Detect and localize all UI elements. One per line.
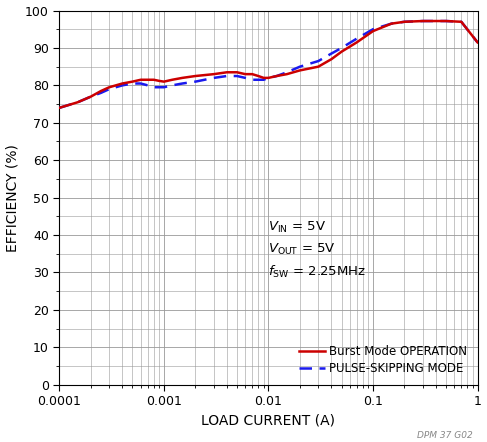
Text: $V_{\mathrm{IN}}$ = 5V
$V_{\mathrm{OUT}}$ = 5V
$f_{\mathrm{SW}}$ = 2.25MHz: $V_{\mathrm{IN}}$ = 5V $V_{\mathrm{OUT}}… [268,220,367,280]
Legend: Burst Mode OPERATION, PULSE-SKIPPING MODE: Burst Mode OPERATION, PULSE-SKIPPING MOD… [299,346,468,375]
Text: DPM 37 G02: DPM 37 G02 [417,431,472,440]
X-axis label: LOAD CURRENT (A): LOAD CURRENT (A) [202,414,336,427]
Y-axis label: EFFICIENCY (%): EFFICIENCY (%) [5,144,19,251]
